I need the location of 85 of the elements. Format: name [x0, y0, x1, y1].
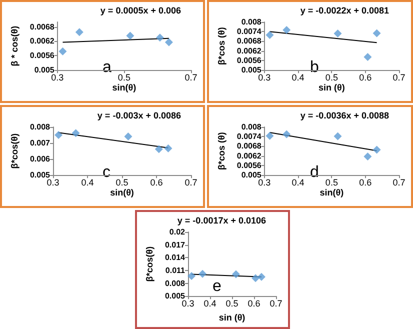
x-tick-label: 0.5 — [116, 178, 128, 188]
point — [156, 34, 164, 42]
point — [58, 47, 67, 56]
point — [164, 38, 173, 46]
point — [364, 52, 372, 61]
x-tick-label: 0.6 — [150, 178, 163, 188]
point — [372, 29, 381, 38]
y-tick-label: 0.0074 — [236, 27, 262, 36]
y-tick-label: 0.0068 — [236, 36, 262, 46]
point — [334, 132, 342, 140]
y-tick-label: 0.008 — [164, 278, 186, 288]
point — [124, 132, 132, 140]
point — [154, 145, 163, 154]
text: y = -0.0017x + 0.0106 — [177, 216, 266, 226]
annotation: e — [212, 278, 222, 296]
point — [372, 146, 381, 154]
text: y = -0.0022x + 0.0081 — [300, 6, 389, 16]
x-tick-label: 0.3 — [46, 178, 60, 188]
y-tick-label: 0.005 — [30, 170, 51, 180]
point — [334, 30, 342, 38]
x-tick-label: 0.4 — [292, 72, 304, 83]
text: y = -0.003x + 0.0086 — [97, 110, 182, 120]
point — [72, 129, 80, 138]
x-tick-label: 0.6 — [359, 178, 372, 188]
x-tick-label: 0.7 — [392, 72, 406, 83]
y-tick-label: 0.011 — [165, 266, 186, 275]
x-tick-label: 0.7 — [270, 298, 282, 309]
y-tick-label: 0.005 — [241, 170, 262, 180]
point — [282, 26, 291, 34]
y-tick-label: 0.014 — [164, 253, 186, 262]
x-tick-label: 0.3 — [51, 72, 64, 83]
y-axis-title: β * cos(θ) — [10, 26, 20, 66]
y-axis-title: β*cos(θ) — [10, 133, 20, 169]
y-tick-label: 0.0056 — [236, 56, 262, 65]
point — [164, 144, 172, 152]
point — [282, 130, 291, 138]
x-tick-label: 0.4 — [292, 178, 304, 188]
x-tick-label: 0.7 — [392, 178, 406, 188]
y-tick-label: 0.0062 — [236, 151, 262, 160]
y-tick-label: 0.006 — [30, 154, 51, 164]
x-tick-label: 0.3 — [258, 178, 271, 188]
x-tick-label: 0.5 — [118, 72, 130, 83]
x-tick-label: 0.7 — [184, 178, 198, 188]
text: y = -0.0036x + 0.0088 — [300, 110, 389, 120]
y-tick-label: 0.008 — [241, 18, 262, 26]
point — [126, 32, 134, 40]
x-tick-label: 0.4 — [81, 178, 94, 188]
y-tick-label: 0.0056 — [236, 160, 262, 170]
x-axis-title: sin (θ) — [218, 312, 246, 322]
x-tick-label: 0.5 — [325, 72, 338, 83]
y-axis-title: β*cos (θ) — [216, 27, 226, 65]
x-tick-label: 0.4 — [204, 298, 216, 309]
y-tick-label: 0.008 — [241, 122, 262, 132]
point — [54, 131, 63, 140]
text: y = 0.0005x + 0.006 — [100, 6, 182, 16]
point — [266, 132, 274, 140]
y-tick-label: 0.02 — [169, 228, 186, 236]
x-tick-label: 0.5 — [226, 298, 238, 309]
y-axis-title: β*cos (θ) — [216, 132, 226, 170]
y-tick-label: 0.0068 — [236, 142, 262, 151]
x-tick-label: 0.6 — [248, 298, 260, 309]
y-tick-label: 0.0056 — [30, 51, 55, 60]
x-tick-label: 0.3 — [258, 72, 271, 83]
x-axis-title: sin(θ) — [112, 82, 136, 92]
point — [364, 152, 372, 160]
y-tick-label: 0.017 — [164, 240, 186, 250]
y-tick-label: 0.0068 — [30, 22, 55, 32]
y-tick-label: 0.0062 — [236, 46, 262, 56]
y-tick-label: 0.005 — [241, 66, 262, 75]
y-tick-label: 0.0062 — [30, 36, 55, 46]
x-tick-label: 0.7 — [184, 72, 198, 83]
y-axis-title: β*cos(θ) — [144, 246, 154, 282]
x-axis-title: sin (θ) — [318, 82, 345, 92]
y-tick-label: 0.008 — [30, 122, 51, 132]
point — [266, 30, 274, 39]
y-tick-label: 0.005 — [34, 66, 55, 75]
x-axis-title: sin(θ) — [320, 188, 344, 198]
point — [75, 28, 84, 36]
x-tick-label: 0.6 — [359, 72, 372, 83]
y-tick-label: 0.005 — [164, 292, 186, 301]
x-tick-label: 0.3 — [182, 298, 194, 309]
x-tick-label: 0.5 — [325, 178, 338, 188]
y-tick-label: 0.007 — [30, 138, 51, 148]
x-axis-title: sin(θ) — [110, 188, 134, 198]
y-tick-label: 0.0074 — [236, 132, 262, 142]
